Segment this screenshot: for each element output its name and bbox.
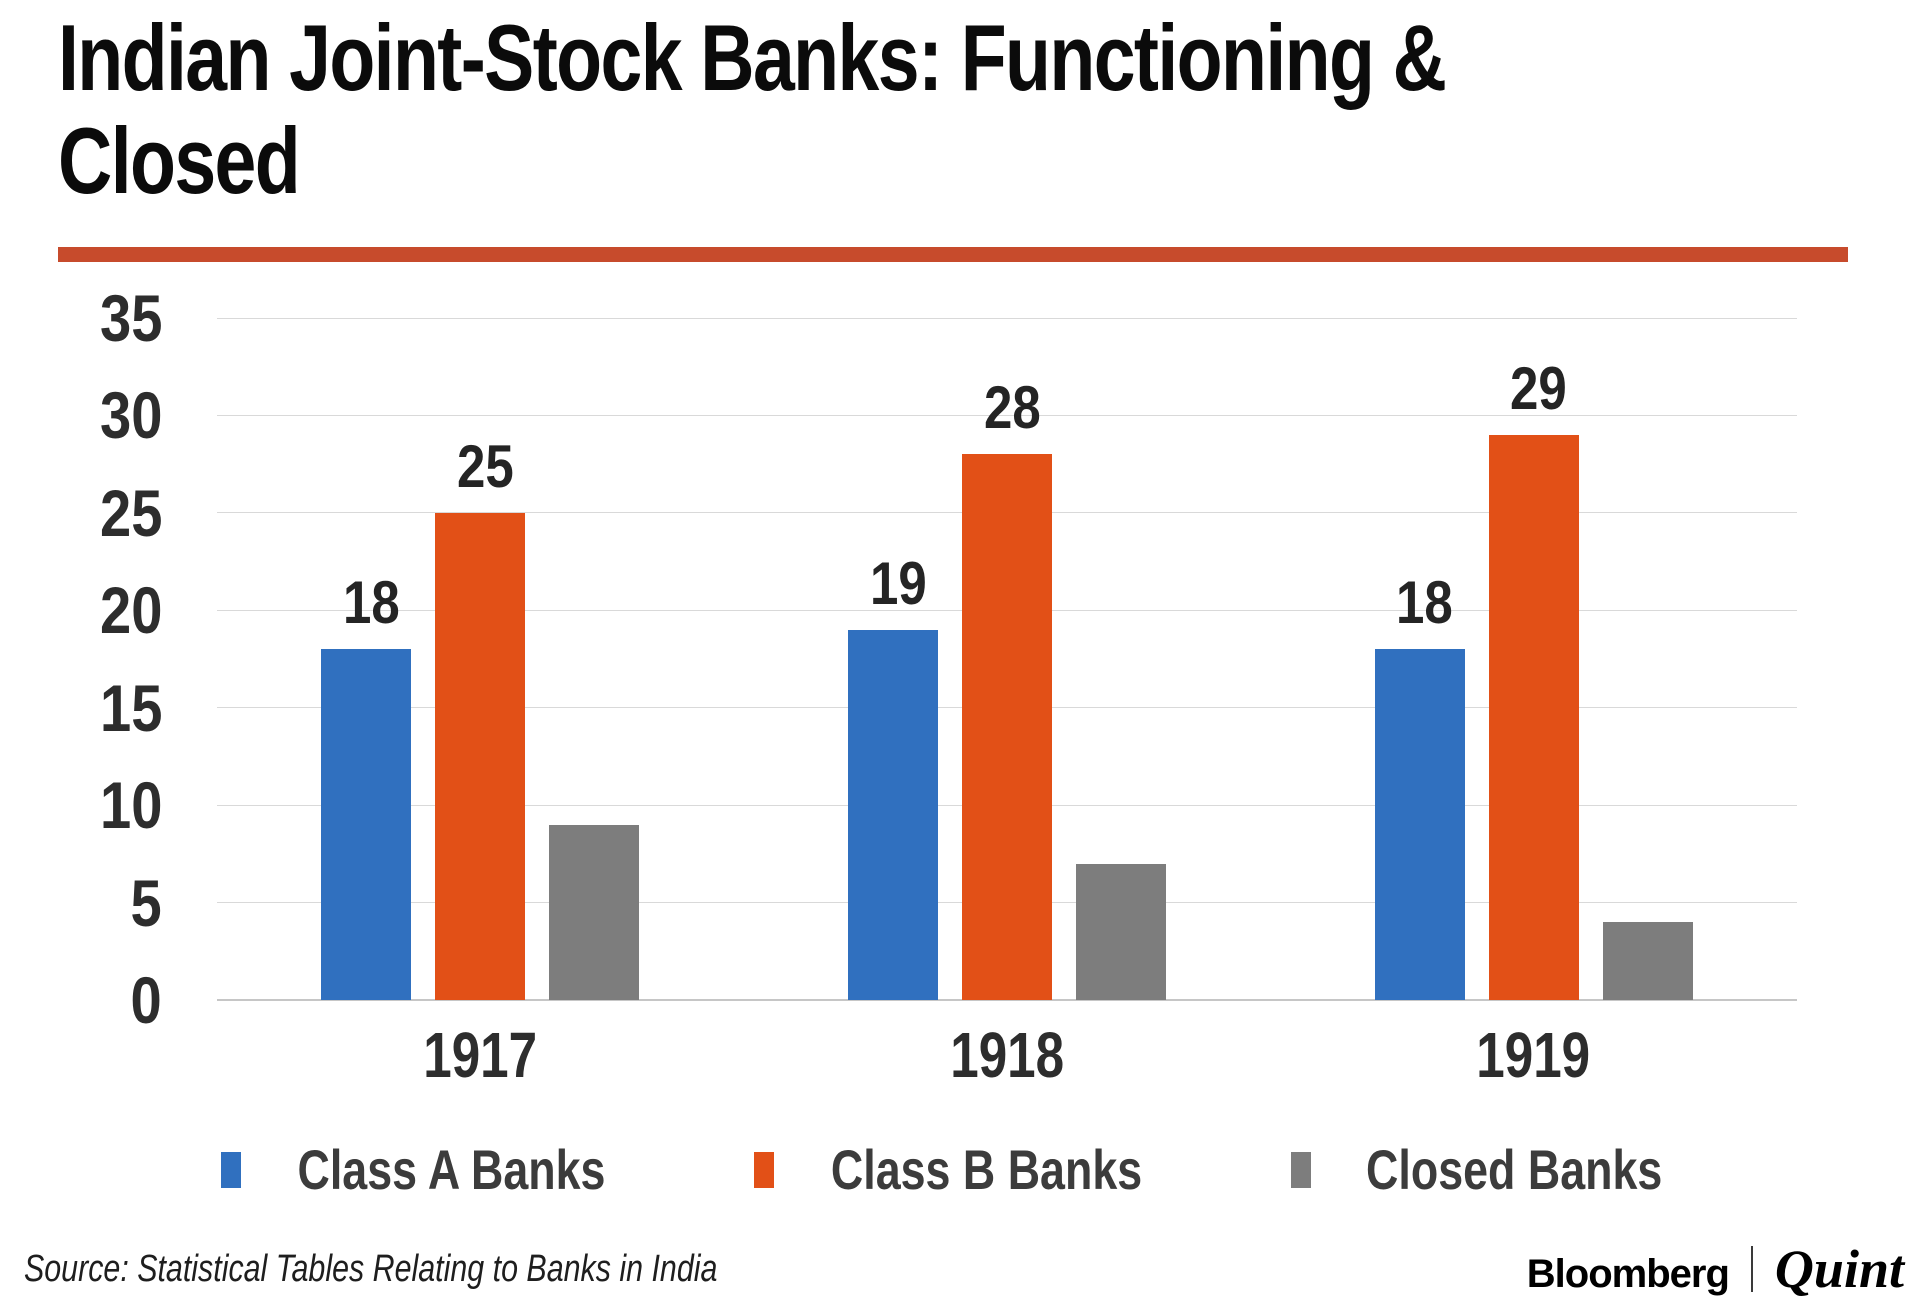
value-label-text: 18 [342, 569, 400, 637]
page-title: Indian Joint-Stock Banks: Functioning & … [58, 6, 1792, 212]
y-axis-tick-35: 35 [22, 285, 162, 351]
y-axis-tick-25: 25 [22, 480, 162, 546]
y-axis-tick-label: 20 [99, 573, 162, 648]
legend-item-closed-banks: Closed Banks [1290, 1140, 1699, 1200]
value-label-class-a-banks-1919: 18 [1310, 569, 1530, 637]
bar-class-b-banks-1917 [435, 512, 526, 1000]
x-axis-label-1917: 1917 [330, 1019, 630, 1091]
gridline-35 [217, 317, 1797, 319]
y-axis-tick-0: 0 [22, 967, 162, 1033]
y-axis-tick-label: 0 [130, 963, 162, 1037]
x-axis-label-text: 1917 [423, 1019, 538, 1091]
x-axis-label-text: 1919 [1476, 1019, 1591, 1091]
y-axis-tick-20: 20 [22, 577, 162, 643]
value-label-class-a-banks-1917: 18 [256, 569, 476, 637]
y-axis-tick-label: 35 [99, 281, 162, 355]
y-axis-tick-label: 15 [99, 670, 162, 745]
y-axis-tick-30: 30 [22, 382, 162, 448]
legend-label-text: Class A Banks [297, 1138, 606, 1201]
x-axis-label-1919: 1919 [1384, 1019, 1684, 1091]
bar-class-b-banks-1919 [1488, 434, 1579, 1000]
legend-item-class-b-banks: Class B Banks [753, 1140, 1181, 1200]
legend-swatch-closed-banks [1290, 1152, 1311, 1188]
y-axis-tick-label: 25 [99, 475, 162, 550]
gridline-30 [217, 414, 1797, 416]
legend-swatch-class-a-banks [220, 1152, 241, 1188]
value-label-class-a-banks-1918: 19 [783, 549, 1003, 617]
x-axis-label-1918: 1918 [857, 1019, 1157, 1091]
legend-swatch-class-b-banks [753, 1152, 774, 1188]
y-axis-tick-label: 30 [99, 378, 162, 453]
source-text: Source: Statistical Tables Relating to B… [24, 1248, 718, 1290]
value-label-text: 29 [1510, 354, 1568, 422]
logo-divider [1750, 1246, 1753, 1292]
value-label-class-b-banks-1917: 25 [370, 432, 590, 500]
gridline-0 [217, 999, 1797, 1001]
title-line-1: Indian Joint-Stock Banks: Functioning & [58, 5, 1447, 110]
legend-label-class-a-banks: Class A Banks [259, 1140, 644, 1200]
bar-class-b-banks-1918 [962, 454, 1052, 1000]
bar-class-a-banks-1918 [848, 629, 938, 1000]
y-axis-tick-10: 10 [22, 772, 162, 838]
y-axis-tick-5: 5 [22, 870, 162, 936]
bar-closed-banks-1919 [1602, 922, 1693, 1000]
value-label-class-b-banks-1918: 28 [897, 374, 1117, 442]
legend-label-class-b-banks: Class B Banks [792, 1140, 1181, 1200]
legend-label-text: Closed Banks [1365, 1138, 1663, 1201]
legend-label-text: Class B Banks [830, 1138, 1142, 1201]
legend-label-closed-banks: Closed Banks [1329, 1140, 1699, 1200]
y-axis-tick-15: 15 [22, 675, 162, 741]
value-label-class-b-banks-1919: 29 [1424, 354, 1644, 422]
bar-closed-banks-1918 [1076, 863, 1166, 1000]
bloomberg-logo: Bloomberg [1526, 1252, 1730, 1296]
x-axis-label-text: 1918 [950, 1019, 1064, 1091]
value-label-text: 19 [869, 549, 927, 617]
y-axis-tick-label: 10 [99, 768, 162, 843]
value-label-text: 28 [983, 374, 1041, 442]
y-axis-tick-label: 5 [130, 865, 162, 940]
bar-class-a-banks-1919 [1374, 649, 1465, 1000]
chart-legend: Class A Banks Class B Banks Closed Banks [0, 1140, 1920, 1200]
bar-closed-banks-1917 [549, 824, 640, 1000]
title-line-2: Closed [58, 108, 301, 213]
legend-item-class-a-banks: Class A Banks [220, 1140, 644, 1200]
accent-rule [58, 247, 1848, 262]
value-label-text: 18 [1396, 569, 1454, 637]
brand-logo: Bloomberg Quint [1527, 1238, 1904, 1300]
bar-class-a-banks-1917 [321, 649, 412, 1000]
quint-logo: Quint [1774, 1239, 1904, 1299]
value-label-text: 25 [456, 432, 514, 500]
source-note: Source: Statistical Tables Relating to B… [24, 1246, 891, 1292]
